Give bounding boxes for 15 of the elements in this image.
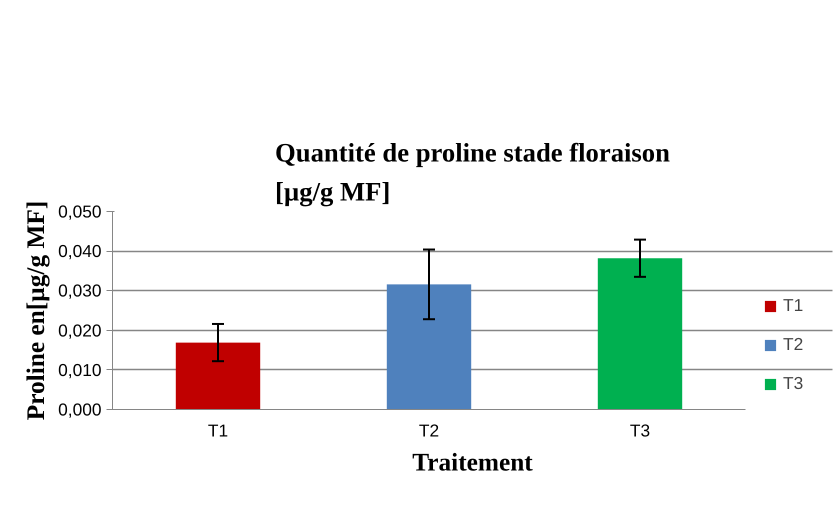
y-tick-label: 0,040 (58, 241, 102, 262)
x-tick-label: T1 (208, 420, 228, 440)
y-tick-label: 0,010 (58, 360, 102, 380)
y-axis-title: Proline en[µg/g MF] (22, 200, 50, 420)
y-tick-label: 0,030 (58, 280, 102, 301)
legend-label: T2 (783, 334, 804, 355)
legend-label: T3 (783, 373, 804, 394)
x-tick-label: T2 (418, 420, 440, 440)
legend-label: T1 (783, 295, 804, 316)
y-tick-label: 0,020 (58, 320, 102, 340)
x-tick-label: T3 (630, 420, 650, 440)
chart-title: Quantité de proline stade floraison [µg/g MF] (275, 138, 670, 206)
x-axis-title: Traitement (412, 448, 534, 476)
y-tick-label: 0,050 (58, 202, 102, 222)
y-tick-label: 0,000 (58, 400, 102, 420)
